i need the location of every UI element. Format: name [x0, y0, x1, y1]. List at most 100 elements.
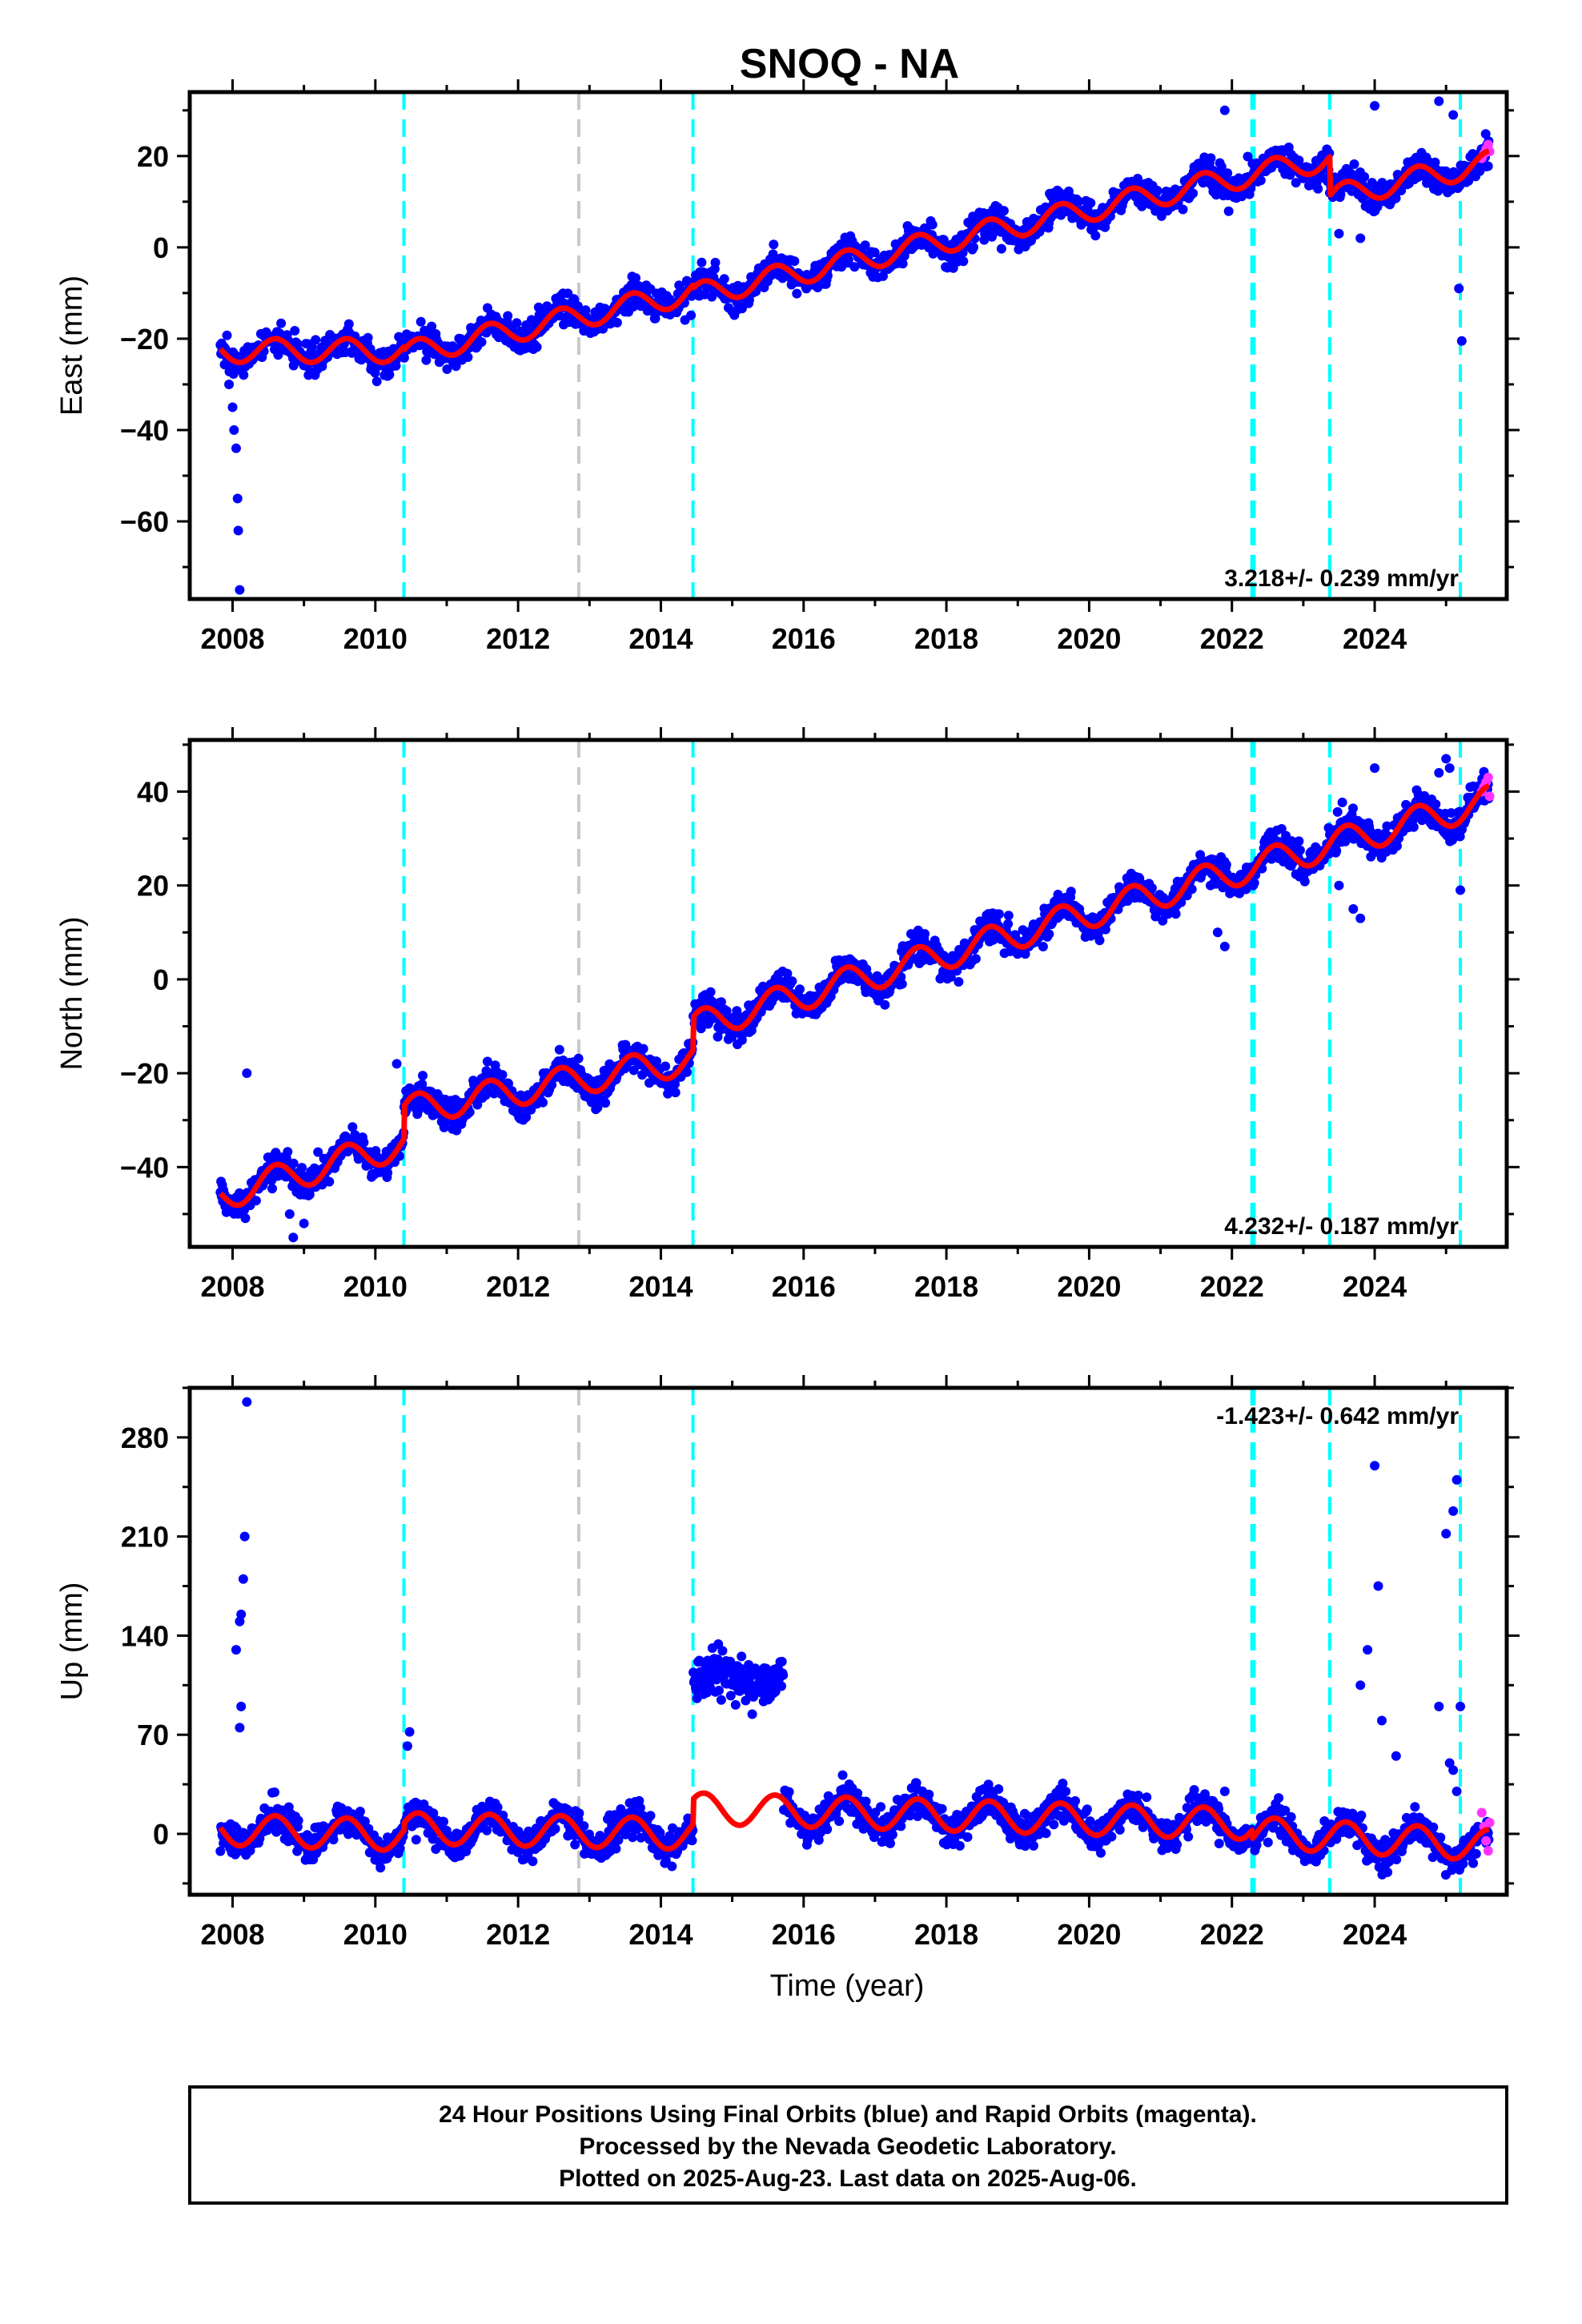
final-orbit-point [1212, 927, 1223, 938]
final-orbit-point [1294, 836, 1304, 846]
final-orbit-point [631, 273, 640, 283]
final-orbit-point [1434, 768, 1444, 778]
final-orbit-point [661, 1061, 671, 1072]
final-orbit-point [235, 585, 245, 595]
final-orbit-point [1094, 935, 1105, 946]
east-panel: 2008 2010 2012 2014 2016 2018 2020 2022 2024200−… [55, 79, 1520, 655]
north-rate-label: 4.232+/- 0.187 mm/yr [1224, 1213, 1459, 1240]
final-orbit-point [1243, 151, 1253, 162]
final-orbit-point [512, 318, 522, 328]
final-orbit-point [843, 255, 853, 265]
final-orbit-point [1359, 171, 1370, 182]
final-orbit-point [1331, 846, 1342, 856]
final-orbit-point [792, 288, 802, 299]
final-orbit-point [439, 1122, 449, 1132]
x-tick-label: 2024 [1343, 1270, 1407, 1303]
final-orbit-point [1133, 174, 1142, 183]
final-orbit-point [1313, 183, 1323, 194]
final-orbit-point [880, 999, 890, 1010]
final-orbit-point [311, 335, 321, 345]
final-orbit-point [1038, 942, 1048, 951]
x-tick-label: 2016 [772, 1270, 836, 1303]
x-tick-label: 2016 [772, 622, 836, 655]
y-tick-label: −60 [120, 505, 169, 538]
final-orbit-point [391, 1059, 402, 1069]
final-orbit-point [580, 305, 591, 316]
rapid-orbit-point [1483, 772, 1493, 782]
final-orbit-point [600, 1098, 611, 1108]
east-y-axis-title: East (mm) [55, 275, 89, 416]
final-orbit-point [1349, 159, 1359, 169]
final-orbit-point [442, 364, 452, 374]
final-orbit-point [998, 206, 1009, 216]
final-orbit-point [1408, 822, 1419, 832]
y-tick-label: 20 [137, 140, 169, 173]
final-orbit-point [710, 257, 721, 267]
final-orbit-point [958, 256, 969, 267]
x-tick-label: 2014 [628, 622, 693, 655]
rapid-orbit-point [1484, 791, 1495, 802]
final-orbit-point [270, 1787, 279, 1797]
final-orbit-point [638, 1043, 648, 1054]
y-tick-label: −20 [120, 323, 169, 356]
x-tick-label: 2012 [486, 1270, 550, 1303]
up-plot-area [215, 1388, 1495, 1895]
final-orbit-point [1003, 919, 1014, 929]
final-orbit-point [347, 1122, 358, 1132]
final-orbit-point [869, 247, 880, 258]
final-orbit-point [996, 243, 1006, 254]
final-orbit-point [297, 1163, 307, 1173]
final-orbit-point [359, 1137, 369, 1148]
final-orbit-point [1434, 96, 1444, 107]
north-plot-area [215, 740, 1495, 1247]
final-orbit-point [592, 1103, 603, 1113]
east-model-fit-line [218, 148, 1492, 366]
final-orbit-point [697, 257, 707, 267]
final-orbit-point [355, 1807, 365, 1816]
final-orbit-point [1480, 129, 1491, 139]
final-orbit-point [1295, 845, 1305, 855]
y-tick-label: 0 [153, 963, 169, 996]
final-orbit-point [572, 301, 583, 312]
y-tick-label: 40 [137, 775, 169, 808]
final-orbit-point [1441, 754, 1452, 764]
final-orbit-point [492, 1802, 503, 1812]
final-orbit-point [994, 909, 1004, 919]
final-orbit-point [417, 1079, 428, 1089]
final-orbit-point [1370, 101, 1380, 111]
final-orbit-point [299, 1218, 309, 1228]
up-final-orbit-points [215, 1397, 1494, 1880]
final-orbit-point [242, 1068, 252, 1079]
final-orbit-point [371, 376, 382, 387]
final-orbit-point [969, 242, 978, 252]
final-orbit-point [954, 977, 964, 987]
y-tick-label: 0 [153, 231, 169, 264]
x-tick-label: 2018 [914, 622, 978, 655]
final-orbit-point [670, 1079, 680, 1089]
final-orbit-point [231, 443, 241, 453]
final-orbit-point [267, 1184, 277, 1194]
y-tick-label: 20 [137, 870, 169, 903]
final-orbit-point [1454, 283, 1464, 294]
final-orbit-point [1332, 806, 1343, 817]
final-orbit-point [399, 352, 409, 363]
final-orbit-point [288, 1232, 299, 1243]
x-tick-label: 2008 [200, 1270, 264, 1303]
x-tick-label: 2012 [486, 622, 550, 655]
north-final-orbit-points [215, 754, 1494, 1243]
east-rate-label: 3.218+/- 0.239 mm/yr [1224, 565, 1459, 592]
final-orbit-point [1456, 885, 1466, 895]
final-orbit-point [421, 355, 432, 365]
final-orbit-point [1448, 110, 1459, 120]
final-orbit-point [1291, 178, 1301, 188]
final-orbit-point [686, 310, 697, 320]
final-orbit-point [411, 1835, 421, 1845]
final-orbit-point [1152, 186, 1162, 195]
final-orbit-point [1090, 231, 1101, 241]
final-orbit-point [1456, 336, 1467, 346]
final-orbit-point [313, 1147, 323, 1157]
final-orbit-point [251, 1196, 261, 1206]
final-orbit-point [681, 1067, 692, 1077]
north-y-axis-title: North (mm) [55, 916, 89, 1070]
